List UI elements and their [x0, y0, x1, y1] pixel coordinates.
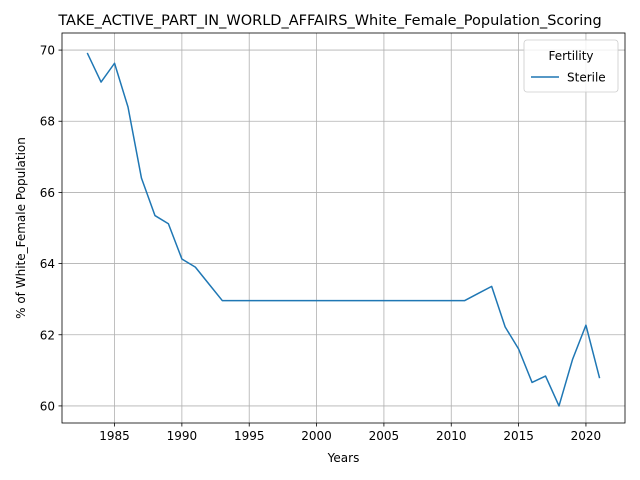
x-tick-label: 2010 — [436, 429, 467, 443]
x-axis-label: Years — [327, 451, 360, 465]
y-axis-ticks: 60 62 64 66 68 70 — [40, 44, 62, 413]
plot-frame — [61, 32, 626, 424]
y-tick-label: 64 — [40, 257, 55, 271]
y-tick-label: 60 — [40, 399, 55, 413]
x-tick-label: 1990 — [167, 429, 198, 443]
x-tick-label: 2015 — [503, 429, 534, 443]
grid-lines — [62, 33, 625, 423]
series-lines — [86, 52, 601, 407]
series-line-sterile — [86, 52, 601, 407]
y-tick-label: 62 — [40, 328, 55, 342]
x-tick-label: 2000 — [301, 429, 332, 443]
legend-label-sterile: Sterile — [567, 71, 606, 85]
y-tick-label: 70 — [40, 44, 55, 58]
legend: Fertility Sterile — [523, 39, 619, 93]
x-tick-label: 2005 — [369, 429, 400, 443]
x-tick-label: 1995 — [234, 429, 265, 443]
y-tick-label: 68 — [40, 115, 55, 129]
chart-title: TAKE_ACTIVE_PART_IN_WORLD_AFFAIRS_White_… — [57, 13, 601, 29]
legend-title: Fertility — [548, 49, 593, 63]
legend-box — [523, 39, 619, 93]
y-tick-label: 66 — [40, 186, 55, 200]
y-axis-label: % of White_Female Population — [14, 137, 28, 319]
x-tick-label: 2020 — [571, 429, 602, 443]
x-tick-label: 1985 — [99, 429, 130, 443]
x-axis-ticks: 1985 1990 1995 2000 2005 2010 2015 2020 — [99, 423, 601, 443]
